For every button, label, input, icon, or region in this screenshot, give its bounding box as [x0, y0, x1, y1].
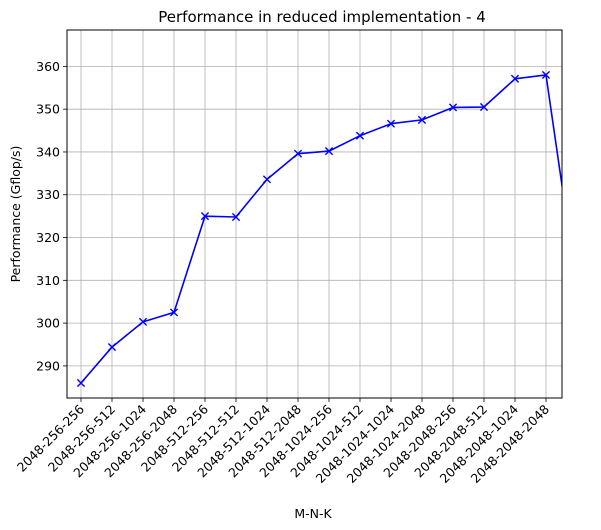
data-point-marker	[479, 102, 489, 112]
data-point-marker	[293, 149, 303, 158]
y-tick-label: 320	[36, 230, 60, 245]
y-axis-title: Performance (Gflop/s)	[8, 146, 23, 283]
data-point-marker	[417, 115, 427, 124]
y-tick-label: 350	[36, 102, 60, 117]
y-tick-label: 330	[36, 187, 60, 202]
data-point-marker	[169, 308, 179, 317]
plot-frame	[66, 29, 563, 399]
data-point-marker	[448, 103, 458, 112]
data-point-marker	[200, 212, 210, 221]
data-point-marker	[510, 74, 520, 83]
data-point-marker	[107, 342, 117, 352]
y-axis: 290 300 310 320 330 340 350 360	[36, 59, 67, 373]
y-tick-label: 290	[36, 358, 60, 373]
marker-group	[76, 70, 551, 388]
y-tick-label: 360	[36, 59, 60, 74]
x-axis-title: M-N-K	[294, 506, 332, 521]
x-axis: 2048-256-2562048-256-5122048-256-1024204…	[14, 398, 552, 486]
y-tick-label: 340	[36, 144, 60, 159]
data-point-marker	[324, 147, 334, 156]
gridlines	[67, 30, 562, 398]
data-point-marker	[541, 70, 551, 80]
data-point-marker	[138, 317, 148, 326]
data-point-marker	[355, 131, 365, 140]
y-tick-label: 310	[36, 273, 60, 288]
chart-title: Performance in reduced implementation - …	[158, 8, 485, 26]
data-point-marker	[231, 212, 241, 222]
y-tick-label: 300	[36, 316, 60, 331]
data-point-marker	[262, 175, 272, 184]
data-point-marker	[76, 378, 86, 388]
data-point-marker	[386, 119, 396, 128]
